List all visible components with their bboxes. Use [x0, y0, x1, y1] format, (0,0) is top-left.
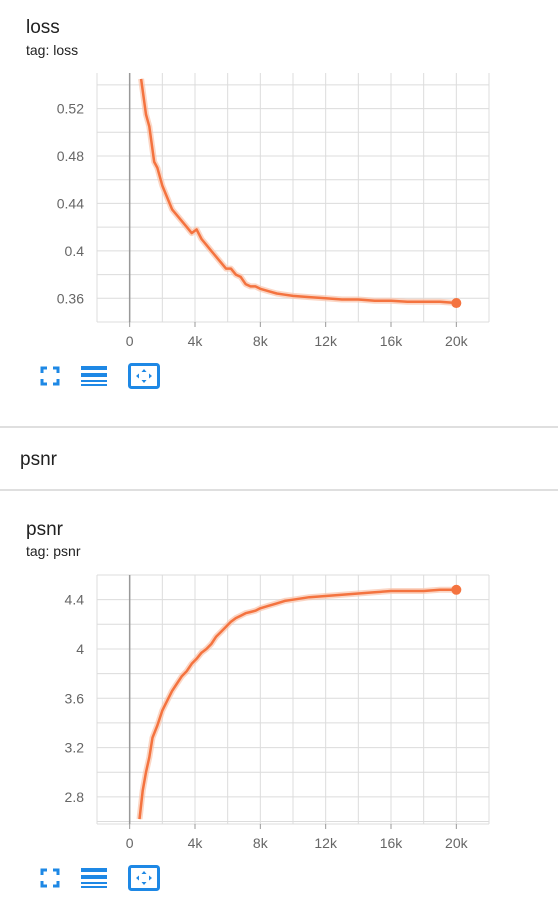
- chart-toolbar: [38, 864, 178, 892]
- y-tick-label: 2.8: [65, 789, 85, 805]
- y-tick-label: 0.4: [65, 243, 85, 259]
- toggle-y-log-button[interactable]: [78, 864, 110, 892]
- chart-tag: tag: loss: [26, 42, 79, 58]
- lines-icon: [81, 868, 107, 888]
- series-group: [136, 586, 457, 820]
- section-divider: [0, 489, 558, 491]
- fullscreen-icon: [40, 868, 60, 888]
- x-tick-label: 20k: [445, 835, 469, 851]
- y-tick-label: 0.44: [57, 195, 84, 211]
- y-tick-label: 3.6: [65, 690, 85, 706]
- grid: [96, 574, 490, 824]
- fit-domain-icon: [128, 865, 160, 891]
- series-end-point: [451, 584, 462, 595]
- loss-chart[interactable]: 0 4k 8k 12k 16k 20k 0.36 0.4 0.44 0.48 0.52: [0, 65, 558, 355]
- chart-title: psnr: [26, 519, 63, 540]
- fit-domain-icon: [128, 363, 160, 389]
- series-line: [138, 588, 457, 820]
- toggle-y-log-button[interactable]: [78, 362, 110, 390]
- y-tick-label: 4: [76, 641, 84, 657]
- series-end-point: [451, 298, 462, 309]
- series-line: [139, 78, 457, 305]
- loss-card: loss tag: loss 0 4k 8k 12k 16k 20k 0.36 0.4 0.44…: [0, 0, 558, 420]
- chart-title: loss: [26, 17, 60, 38]
- y-tick-label: 0.52: [57, 101, 84, 117]
- chart-toolbar: [38, 362, 178, 390]
- y-tick-label: 0.48: [57, 148, 84, 164]
- x-tick-label: 4k: [188, 835, 204, 851]
- x-tick-label: 12k: [314, 333, 338, 349]
- fit-domain-button[interactable]: [128, 864, 160, 892]
- psnr-chart[interactable]: 0 4k 8k 12k 16k 20k 2.8 3.2 3.6 4 4.4: [0, 567, 558, 857]
- series-group: [138, 78, 457, 306]
- y-tick-label: 0.36: [57, 290, 84, 306]
- fullscreen-icon: [40, 366, 60, 386]
- x-tick-label: 16k: [380, 333, 404, 349]
- grid: [96, 73, 490, 323]
- x-tick-label: 12k: [314, 835, 338, 851]
- series-raw-line: [138, 78, 457, 306]
- psnr-card: psnr tag: psnr 0 4k 8k 12k 16k 20k 2.8 3.2 3.6 4 4…: [0, 500, 558, 912]
- lines-icon: [81, 366, 107, 386]
- x-tick-label: 4k: [188, 333, 204, 349]
- chart-tag: tag: psnr: [26, 543, 81, 559]
- y-tick-label: 3.2: [65, 740, 85, 756]
- x-tick-label: 8k: [253, 835, 269, 851]
- x-tick-label: 0: [126, 333, 134, 349]
- section-divider: [0, 426, 558, 428]
- x-tick-label: 8k: [253, 333, 269, 349]
- x-tick-label: 0: [126, 835, 134, 851]
- fit-domain-button[interactable]: [128, 362, 160, 390]
- fullscreen-button[interactable]: [38, 864, 62, 892]
- y-tick-label: 4.4: [65, 592, 85, 608]
- x-tick-label: 16k: [380, 835, 404, 851]
- fullscreen-button[interactable]: [38, 362, 62, 390]
- x-tick-label: 20k: [445, 333, 469, 349]
- section-header[interactable]: psnr: [20, 449, 57, 470]
